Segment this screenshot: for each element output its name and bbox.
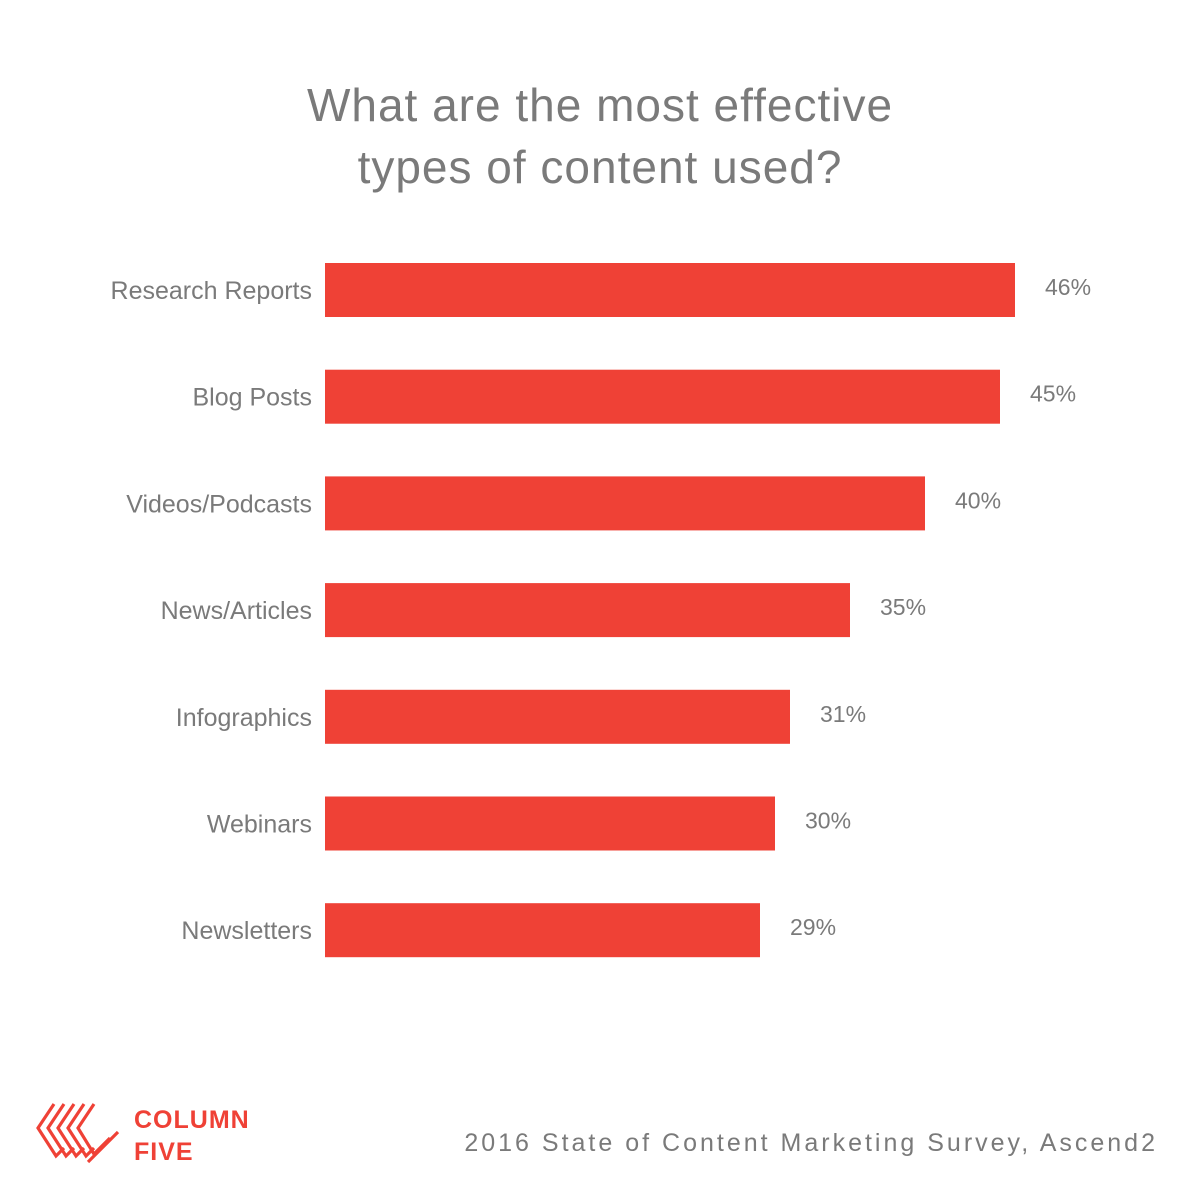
bar-news-articles <box>325 583 850 638</box>
category-label: Blog Posts <box>192 384 312 412</box>
value-label: 35% <box>880 594 926 620</box>
value-label: 46% <box>1045 274 1091 300</box>
chart-title-line-2: types of content used? <box>357 141 843 193</box>
bar-newsletters <box>325 903 760 958</box>
bar-infographics <box>325 689 790 744</box>
bar-webinars <box>325 796 775 851</box>
brand-name-line-1: COLUMN <box>134 1106 250 1134</box>
value-label: 29% <box>790 914 836 940</box>
column-five-logo-icon <box>36 1103 120 1164</box>
brand-name: COLUMN FIVE <box>134 1104 250 1168</box>
category-label: Webinars <box>207 811 312 839</box>
bar-blog-posts <box>325 369 1000 424</box>
bar-videos-podcasts <box>325 476 925 531</box>
category-label: Newsletters <box>181 917 312 945</box>
bar-research-reports <box>325 263 1015 317</box>
bar-chart: Research Reports 46% Blog Posts 45% Videos/P… <box>111 263 1091 958</box>
source-note: 2016 State of Content Marketing Survey, … <box>464 1129 1158 1157</box>
value-label: 30% <box>805 808 851 834</box>
category-label: News/Articles <box>161 597 312 625</box>
value-label: 31% <box>820 701 866 727</box>
value-label: 45% <box>1030 381 1076 407</box>
category-label: Research Reports <box>111 277 312 305</box>
value-label: 40% <box>955 487 1001 513</box>
category-label: Videos/Podcasts <box>126 490 312 518</box>
category-label: Infographics <box>176 704 312 732</box>
chart-title: What are the most effective types of con… <box>0 74 1200 198</box>
brand-name-line-2: FIVE <box>134 1138 194 1166</box>
chart-title-line-1: What are the most effective <box>306 79 894 131</box>
